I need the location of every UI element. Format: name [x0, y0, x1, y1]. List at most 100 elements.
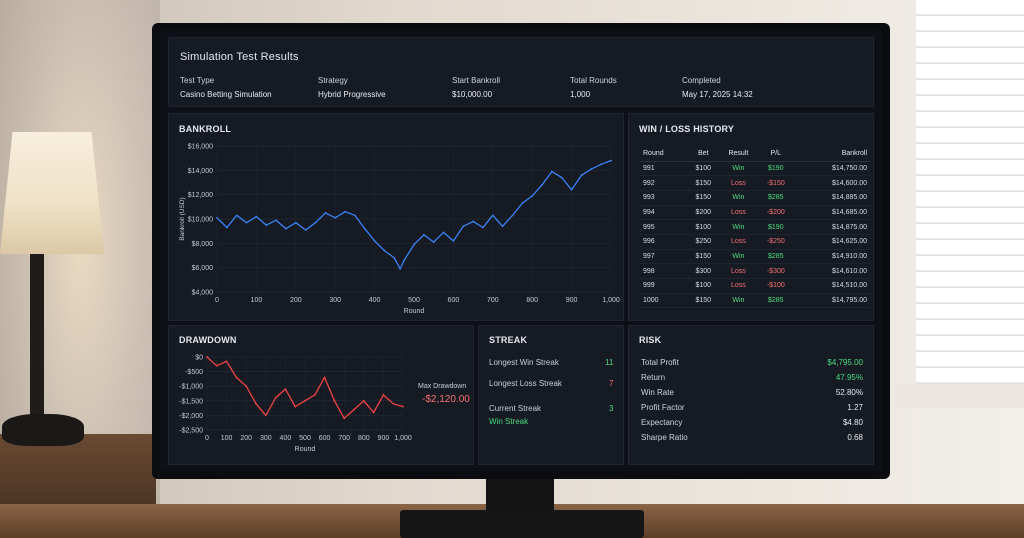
data-point [403, 259, 406, 262]
x-tick-label: 500 [299, 435, 311, 442]
data-point [422, 233, 425, 236]
data-point [541, 184, 543, 186]
lamp-base [2, 414, 84, 446]
round-cell: 998 [639, 263, 688, 279]
y-tick-label: -$2,000 [179, 413, 203, 420]
x-tick-label: 400 [280, 435, 292, 442]
bankroll-cell: $14,625.00 [793, 234, 871, 250]
pl-cell: $285 [758, 249, 794, 265]
result-cell: Win [718, 249, 759, 265]
y-tick-label: $4,000 [192, 290, 214, 297]
bet-cell: $100 [687, 161, 719, 177]
data-point [225, 226, 228, 229]
data-point [452, 240, 455, 242]
data-point [590, 168, 593, 171]
data-point [462, 225, 465, 228]
window-blinds [916, 0, 1024, 400]
x-tick-label: 700 [338, 435, 350, 442]
longest-win-streak-label: Longest Win Streak [489, 358, 559, 367]
round-cell: 991 [639, 161, 688, 177]
result-cell: Loss [718, 175, 759, 191]
data-point [274, 396, 277, 399]
drawdown-title: DRAWDOWN [179, 335, 237, 345]
window-sill [896, 384, 1024, 408]
monitor-stand-base [400, 510, 644, 538]
risk-value: 47.95% [835, 373, 863, 382]
table-row: 992 $150 Loss -$150 $14,600.00 [639, 175, 871, 191]
data-point [255, 402, 257, 405]
lamp-shade [0, 132, 104, 254]
bet-cell: $100 [687, 219, 719, 235]
data-point [285, 227, 287, 230]
x-tick-label: 1,000 [602, 297, 620, 304]
max-drawdown-value: -$2,120.00 [422, 394, 470, 405]
data-point [570, 188, 573, 191]
table-row: 994 $200 Loss -$200 $14,685.00 [639, 205, 871, 221]
bankroll-cell: $14,750.00 [793, 161, 871, 177]
data-point [324, 212, 327, 214]
bankroll-cell: $14,510.00 [793, 278, 871, 294]
result-cell: Loss [718, 234, 759, 250]
streak-panel: STREAK Longest Win Streak 11 Longest Los… [478, 325, 624, 465]
x-tick-label: 200 [290, 297, 302, 304]
y-tick-label: -$2,500 [179, 428, 203, 435]
data-point [382, 394, 385, 396]
result-cell: Win [718, 190, 759, 206]
streak-title: STREAK [489, 335, 528, 345]
result-cell: Loss [718, 278, 759, 294]
data-point [314, 221, 317, 224]
data-point [372, 411, 375, 414]
data-point [472, 220, 474, 223]
data-point [304, 229, 307, 231]
table-row: 996 $250 Loss -$250 $14,625.00 [639, 234, 871, 250]
longest-loss-streak-label: Longest Loss Streak [489, 379, 562, 388]
field-label-total-rounds: Total Rounds [570, 76, 617, 85]
x-tick-label: 500 [408, 297, 420, 304]
data-point [215, 364, 218, 367]
data-point [600, 163, 603, 166]
data-point [354, 214, 356, 217]
data-point [323, 376, 326, 379]
data-point [275, 219, 277, 222]
data-point [353, 408, 355, 411]
bet-cell: $150 [687, 293, 719, 309]
field-label-start-bankroll: Start Bankroll [452, 76, 501, 85]
round-cell: 993 [639, 190, 688, 206]
data-point [225, 360, 228, 363]
dashboard-screen: Simulation Test Results Test Type Casino… [160, 31, 882, 471]
y-tick-label: $14,000 [188, 168, 213, 175]
result-cell: Loss [718, 263, 759, 279]
data-point [362, 399, 365, 402]
bankroll-chart: $16,000 $14,000 $12,000 $10,000 $8,000 $6,000… [179, 144, 620, 316]
round-cell: 994 [639, 205, 688, 221]
field-label-strategy: Strategy [318, 76, 348, 85]
data-point [294, 221, 297, 224]
data-point [501, 225, 504, 228]
col-header-pl: P/L [758, 146, 794, 162]
current-streak-value: 3 [609, 404, 614, 413]
table-row: 998 $300 Loss -$300 $14,610.00 [639, 263, 871, 279]
round-cell: 996 [639, 234, 688, 250]
field-value-strategy: Hybrid Progressive [318, 90, 386, 99]
data-point [531, 194, 534, 197]
data-point [392, 402, 395, 405]
col-header-bankroll: Bankroll [793, 146, 871, 162]
data-point [560, 176, 563, 179]
round-cell: 995 [639, 219, 688, 235]
data-point [284, 388, 287, 391]
risk-label: Win Rate [641, 388, 674, 397]
pl-cell: -$250 [758, 234, 794, 250]
bet-cell: $100 [687, 278, 719, 294]
bankroll-cell: $14,610.00 [793, 263, 871, 279]
y-tick-label: $8,000 [192, 241, 214, 248]
history-title: WIN / LOSS HISTORY [639, 124, 735, 134]
data-point [343, 417, 346, 420]
data-point [491, 214, 494, 217]
risk-value: 1.27 [847, 403, 863, 412]
y-axis-label: Bankroll (USD) [179, 197, 186, 240]
data-point [206, 356, 208, 358]
bet-cell: $250 [687, 234, 719, 250]
data-point [265, 224, 268, 226]
pl-cell: -$200 [758, 205, 794, 221]
data-point [482, 226, 484, 229]
